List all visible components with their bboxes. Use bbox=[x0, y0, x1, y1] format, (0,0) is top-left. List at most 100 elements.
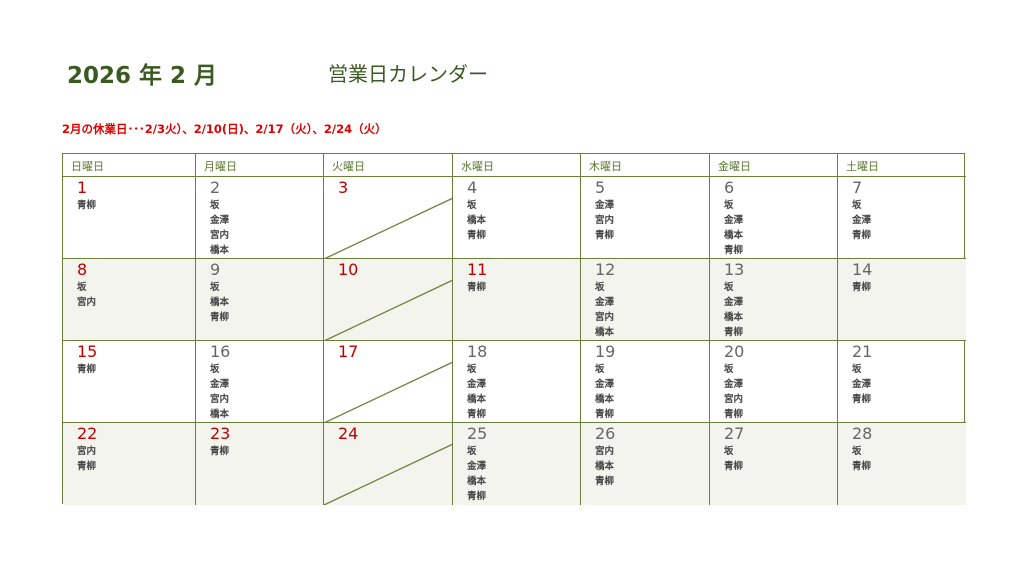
day-number: 1 bbox=[77, 178, 88, 197]
staff-name: 青柳 bbox=[852, 230, 872, 241]
weekday-header: 金曜日 bbox=[710, 154, 838, 177]
staff-name: 青柳 bbox=[467, 282, 487, 293]
staff-name: 橋本 bbox=[595, 461, 615, 472]
staff-name: 青柳 bbox=[852, 282, 872, 293]
day-cell: 14 青柳 bbox=[838, 259, 966, 341]
staff-name: 橋本 bbox=[210, 409, 230, 420]
staff-name: 橋本 bbox=[467, 215, 487, 226]
staff-name: 金澤 bbox=[595, 200, 615, 211]
day-number: 3 bbox=[338, 178, 349, 197]
closed-diagonal-line bbox=[324, 443, 452, 505]
day-cell: 28 坂青柳 bbox=[838, 423, 966, 505]
day-cell: 4 坂橋本 青柳 bbox=[453, 177, 581, 259]
day-cell: 15 青柳 bbox=[63, 341, 196, 423]
staff-name: 橋本 bbox=[210, 297, 230, 308]
staff-name: 宮内 bbox=[724, 394, 744, 405]
day-cell: 3 bbox=[324, 177, 453, 259]
day-number: 2 bbox=[210, 178, 221, 197]
day-cell: 13 坂金澤 橋本 青柳 bbox=[710, 259, 838, 341]
day-number: 27 bbox=[724, 424, 745, 443]
day-cell: 12 坂金澤 宮内 橋本 bbox=[581, 259, 710, 341]
day-cell: 5 金澤 宮内 青柳 bbox=[581, 177, 710, 259]
staff-name: 金澤 bbox=[852, 215, 872, 226]
staff-name: 坂 bbox=[852, 446, 862, 457]
day-cell: 8 坂宮内 bbox=[63, 259, 196, 341]
staff-name: 橋本 bbox=[595, 394, 615, 405]
day-cell: 27 坂青柳 bbox=[710, 423, 838, 505]
day-number: 12 bbox=[595, 260, 616, 279]
day-number: 24 bbox=[338, 424, 359, 443]
staff-name: 坂 bbox=[210, 282, 220, 293]
day-number: 14 bbox=[852, 260, 873, 279]
day-number: 22 bbox=[77, 424, 98, 443]
staff-name: 宮内 bbox=[210, 394, 230, 405]
staff-name: 青柳 bbox=[77, 364, 97, 375]
staff-name: 青柳 bbox=[77, 200, 97, 211]
day-number: 25 bbox=[467, 424, 488, 443]
staff-name: 橋本 bbox=[210, 245, 230, 256]
day-cell: 7 坂金澤青柳 bbox=[838, 177, 966, 259]
day-number: 16 bbox=[210, 342, 231, 361]
day-number: 19 bbox=[595, 342, 616, 361]
staff-name: 宮内 bbox=[595, 446, 615, 457]
staff-name: 坂 bbox=[210, 200, 220, 211]
day-cell: 17 bbox=[324, 341, 453, 423]
staff-name: 坂 bbox=[852, 200, 862, 211]
holiday-notice: 2月の休業日･･･2/3火）、2/10(日)、2/17（火）、2/24（火） bbox=[62, 122, 387, 136]
day-number: 6 bbox=[724, 178, 735, 197]
day-number: 17 bbox=[338, 342, 359, 361]
staff-name: 青柳 bbox=[595, 476, 615, 487]
day-cell: 24 bbox=[324, 423, 453, 505]
day-cell: 11 青柳 bbox=[453, 259, 581, 341]
calendar-subtitle: 営業日カレンダー bbox=[328, 62, 488, 86]
staff-name: 青柳 bbox=[210, 446, 230, 457]
staff-name: 坂 bbox=[724, 364, 734, 375]
staff-name: 坂 bbox=[467, 200, 477, 211]
calendar-title: 2026 年 2 月 bbox=[67, 63, 218, 89]
staff-name: 橋本 bbox=[724, 312, 744, 323]
staff-name: 青柳 bbox=[724, 245, 744, 256]
staff-name: 橋本 bbox=[467, 394, 487, 405]
staff-name: 金澤 bbox=[595, 297, 615, 308]
staff-name: 金澤 bbox=[724, 297, 744, 308]
staff-name: 青柳 bbox=[724, 327, 744, 338]
day-cell: 1 青柳 bbox=[63, 177, 196, 259]
closed-diagonal-line bbox=[324, 361, 452, 422]
staff-name: 坂 bbox=[595, 364, 605, 375]
day-number: 28 bbox=[852, 424, 873, 443]
weekday-header: 日曜日 bbox=[63, 154, 196, 177]
day-number: 7 bbox=[852, 178, 863, 197]
staff-name: 金澤 bbox=[852, 379, 872, 390]
staff-name: 青柳 bbox=[724, 409, 744, 420]
staff-name: 橋本 bbox=[467, 476, 487, 487]
day-cell: 25 坂金澤 橋本 青柳 bbox=[453, 423, 581, 505]
weekday-header: 月曜日 bbox=[196, 154, 324, 177]
staff-name: 宮内 bbox=[77, 446, 97, 457]
day-cell: 23 青柳 bbox=[196, 423, 324, 505]
day-cell: 26 宮内橋本青柳 bbox=[581, 423, 710, 505]
staff-name: 金澤 bbox=[210, 215, 230, 226]
calendar-grid: 日曜日 月曜日 火曜日 水曜日 木曜日 金曜日 土曜日 1 青柳 2 坂金澤 宮内 橋本 3 4 坂橋本 青柳 5… bbox=[62, 153, 966, 505]
day-cell: 16 坂金澤宮内橋本 bbox=[196, 341, 324, 423]
staff-name: 宮内 bbox=[595, 312, 615, 323]
staff-name: 坂 bbox=[595, 282, 605, 293]
staff-name: 坂 bbox=[77, 282, 87, 293]
staff-name: 青柳 bbox=[595, 230, 615, 241]
staff-name: 坂 bbox=[210, 364, 220, 375]
staff-name: 坂 bbox=[852, 364, 862, 375]
staff-name: 坂 bbox=[724, 200, 734, 211]
staff-name: 坂 bbox=[724, 282, 734, 293]
day-cell: 9 坂橋本 青柳 bbox=[196, 259, 324, 341]
staff-name: 宮内 bbox=[77, 297, 97, 308]
staff-name: 宮内 bbox=[210, 230, 230, 241]
weekday-header: 水曜日 bbox=[453, 154, 581, 177]
staff-name: 金澤 bbox=[210, 379, 230, 390]
day-number: 20 bbox=[724, 342, 745, 361]
staff-name: 金澤 bbox=[467, 379, 487, 390]
staff-name: 青柳 bbox=[467, 409, 487, 420]
day-number: 26 bbox=[595, 424, 616, 443]
day-number: 21 bbox=[852, 342, 873, 361]
staff-name: 金澤 bbox=[595, 379, 615, 390]
staff-name: 青柳 bbox=[467, 491, 487, 502]
closed-diagonal-line bbox=[324, 279, 452, 340]
